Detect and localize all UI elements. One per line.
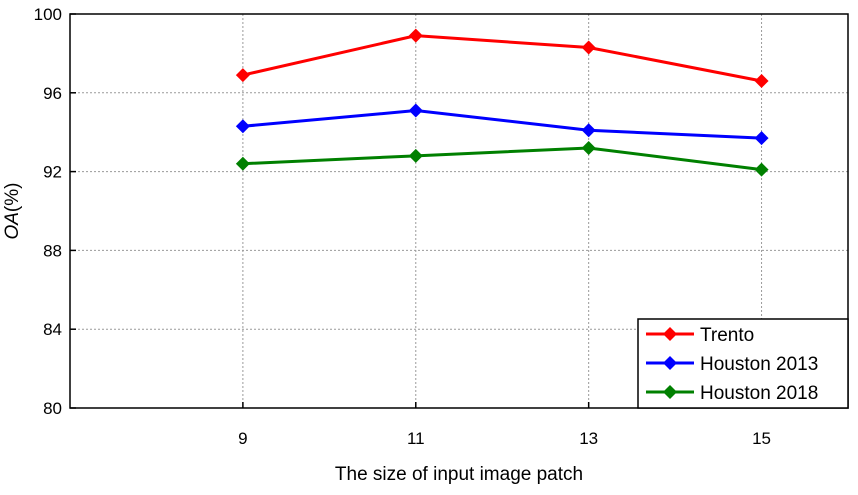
y-axis-title-main: OA: [2, 212, 23, 239]
y-axis-title-unit: (%): [2, 182, 23, 212]
legend: Trento Houston 2013 Houston 2018: [637, 318, 849, 409]
data-point: [235, 119, 250, 134]
data-point: [235, 68, 250, 83]
x-tick-label: 11: [407, 429, 425, 448]
data-point: [581, 40, 596, 55]
data-point: [235, 156, 250, 171]
data-point: [581, 123, 596, 138]
series-group: [235, 140, 769, 177]
legend-label: Houston 2018: [700, 383, 818, 404]
series-group: [235, 28, 769, 88]
x-tick-label: 13: [579, 429, 598, 448]
legend-swatch-marker: [663, 385, 677, 399]
y-tick-label: 80: [43, 399, 62, 418]
series-line: [242, 109, 762, 140]
y-axis-title: OA(%): [2, 182, 23, 239]
data-point: [754, 131, 769, 146]
data-point: [581, 140, 596, 155]
data-point: [408, 103, 423, 118]
y-tick-label: 100: [34, 5, 62, 24]
legend-label: Trento: [700, 325, 754, 346]
legend-swatch-marker: [663, 356, 677, 370]
data-point: [754, 73, 769, 88]
data-point: [408, 148, 423, 163]
series-group: [235, 103, 769, 146]
y-tick-label: 96: [43, 84, 62, 103]
y-tick-label: 92: [43, 163, 62, 182]
x-axis-title: The size of input image patch: [335, 464, 583, 485]
plot-frame: [69, 13, 849, 409]
y-tick-label: 84: [43, 320, 62, 339]
legend-label: Houston 2013: [700, 354, 818, 375]
x-axis: 9 11 13 15: [238, 402, 771, 448]
series-line: [242, 146, 762, 172]
y-axis: 80 84 88 92 96 100: [34, 5, 76, 418]
series-layer: [235, 28, 769, 177]
legend-swatch-marker: [663, 327, 677, 341]
legend-item: Trento: [646, 325, 754, 346]
data-point: [408, 28, 423, 43]
series-line: [242, 34, 762, 83]
legend-item: Houston 2013: [646, 354, 818, 375]
x-tick-label: 15: [752, 429, 771, 448]
y-tick-label: 88: [43, 241, 62, 260]
legend-item: Houston 2018: [646, 383, 818, 404]
x-tick-label: 9: [238, 429, 247, 448]
data-point: [754, 162, 769, 177]
